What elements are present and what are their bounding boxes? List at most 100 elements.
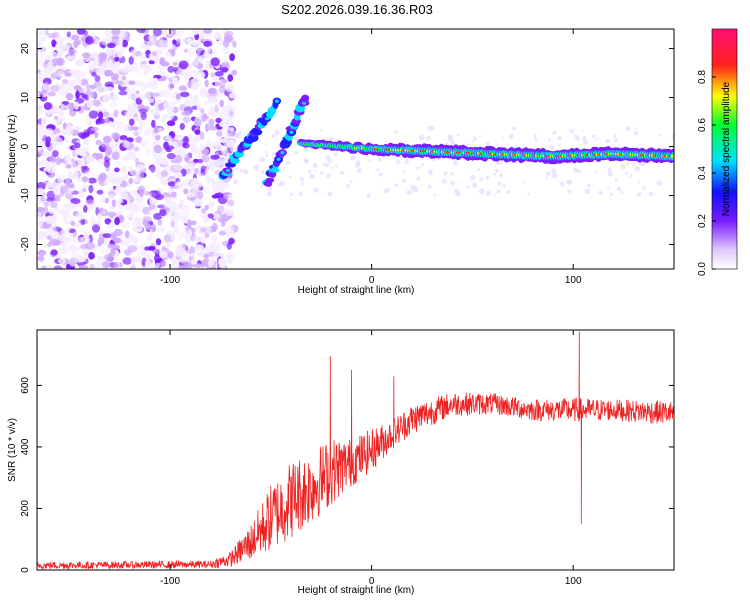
noise-blob (39, 50, 46, 59)
noise-blob (184, 48, 189, 53)
noise-blob (208, 143, 214, 148)
noise-blob (114, 57, 120, 62)
noise-blob (102, 135, 112, 143)
noise-blob (66, 55, 76, 60)
faint-dot (477, 168, 481, 172)
noise-blob (73, 125, 82, 131)
noise-blob (227, 130, 235, 137)
noise-blob (118, 91, 128, 96)
noise-blob (79, 152, 88, 157)
noise-blob (172, 163, 182, 172)
faint-dot (326, 173, 331, 179)
faint-dot (320, 171, 324, 175)
snr-panel: -100 0 100 0 200 400 600 Height of straight li… (7, 329, 675, 596)
noise-blob (213, 141, 221, 148)
noise-blob (165, 200, 171, 205)
noise-blob (136, 29, 146, 34)
noise-blob (84, 170, 95, 177)
noise-blob (192, 235, 201, 244)
noise-blob (104, 197, 110, 204)
noise-blob (68, 243, 76, 250)
noise-blob (42, 82, 50, 91)
x-tick-label: -100 (160, 576, 180, 587)
noise-blob (176, 29, 185, 37)
noise-blob (51, 52, 59, 58)
noise-blob (67, 174, 76, 180)
noise-blob (60, 85, 68, 94)
noise-blob (214, 71, 224, 77)
noise-blob (100, 141, 110, 148)
noise-blob (46, 235, 53, 240)
noise-blob (128, 80, 136, 86)
noise-blob (108, 121, 114, 127)
noise-blob (130, 49, 138, 56)
noise-blob (37, 106, 43, 115)
noise-blob (205, 123, 210, 133)
noise-blob (227, 115, 235, 120)
noise-blob (105, 86, 114, 91)
noise-blob (82, 138, 90, 146)
noise-blob (104, 146, 112, 156)
faint-dot (260, 170, 265, 174)
noise-blob (176, 181, 181, 186)
noise-blob (176, 38, 181, 44)
faint-dot (421, 163, 425, 166)
faint-dot (633, 130, 639, 136)
noise-blob (173, 99, 180, 104)
noise-blob (43, 167, 51, 172)
noise-blob (78, 265, 89, 269)
faint-dot (331, 167, 334, 170)
noise-blob (121, 75, 127, 81)
faint-dot (613, 133, 617, 138)
faint-dot (233, 179, 239, 184)
noise-blob (214, 104, 219, 113)
noise-blob (37, 249, 47, 256)
chart-title: S202.2026.039.16.36.R03 (281, 2, 433, 17)
faint-dot (634, 166, 640, 172)
noise-blob (51, 213, 58, 222)
noise-blob (226, 139, 236, 148)
noise-blob (128, 235, 135, 243)
spectrogram-ylabel: Frequency (Hz) (7, 115, 18, 184)
noise-blob (85, 35, 94, 45)
noise-blob (88, 252, 95, 260)
faint-dot (299, 177, 304, 182)
noise-blob (94, 75, 101, 83)
noise-blob (200, 236, 206, 245)
noise-blob (178, 247, 187, 253)
faint-dot (557, 136, 563, 141)
noise-blob (44, 128, 54, 137)
noise-blob (195, 151, 203, 156)
noise-blob (42, 92, 47, 98)
noise-blob (111, 199, 117, 208)
noise-blob (57, 117, 64, 123)
faint-dot (451, 141, 455, 145)
faint-dot (496, 189, 501, 194)
streak-blob (252, 128, 263, 136)
noise-blob (226, 258, 233, 264)
faint-dot (527, 192, 530, 196)
noise-blob (187, 229, 193, 238)
faint-dot (308, 169, 312, 174)
noise-blob (76, 211, 85, 221)
faint-dot (638, 181, 641, 184)
faint-dot (402, 170, 406, 173)
faint-dot (511, 126, 517, 131)
noise-blob (37, 72, 44, 81)
faint-dot (581, 129, 584, 132)
faint-dot (378, 172, 383, 177)
noise-blob (92, 52, 99, 61)
noise-blob (205, 175, 211, 185)
noise-blob (194, 167, 200, 175)
noise-blob (156, 165, 161, 174)
noise-blob (90, 127, 99, 131)
faint-dot (584, 188, 591, 195)
noise-blob (210, 163, 216, 172)
faint-dot (376, 168, 380, 172)
noise-blob (218, 230, 227, 236)
noise-blob (113, 254, 119, 262)
faint-dot (635, 127, 638, 130)
noise-blob (113, 261, 119, 269)
faint-dot (508, 133, 514, 140)
noise-blob (151, 190, 162, 199)
